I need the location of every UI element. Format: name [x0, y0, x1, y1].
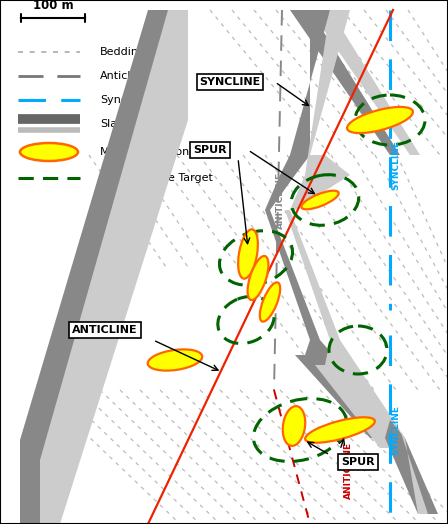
Polygon shape [290, 10, 400, 155]
Text: ANITICLINE: ANITICLINE [344, 441, 353, 498]
Text: SPUR: SPUR [341, 457, 375, 467]
Ellipse shape [148, 350, 202, 370]
Polygon shape [20, 10, 168, 524]
Text: ANITICLINE: ANITICLINE [276, 171, 284, 228]
Text: Syncline: Syncline [100, 95, 147, 105]
Polygon shape [40, 10, 188, 524]
Ellipse shape [20, 143, 78, 161]
Ellipse shape [283, 406, 305, 446]
Ellipse shape [238, 230, 258, 279]
Ellipse shape [260, 282, 280, 322]
Text: SYNCLINE: SYNCLINE [392, 405, 401, 455]
Text: Mineralised Zones: Mineralised Zones [100, 147, 202, 157]
Polygon shape [400, 430, 448, 514]
Ellipse shape [302, 191, 339, 209]
Text: SYNCLINE: SYNCLINE [392, 140, 401, 190]
Polygon shape [310, 10, 420, 155]
Text: Anticline: Anticline [100, 71, 149, 81]
Polygon shape [265, 10, 330, 210]
Polygon shape [290, 10, 350, 210]
Ellipse shape [305, 417, 375, 443]
Text: Slates: Slates [100, 119, 134, 129]
Text: ANTICLINE: ANTICLINE [72, 325, 138, 335]
Polygon shape [295, 340, 390, 438]
Polygon shape [285, 210, 340, 340]
Text: 100 m: 100 m [33, 0, 73, 12]
Text: SPUR: SPUR [193, 145, 227, 155]
Text: Dilation Zone Target: Dilation Zone Target [100, 173, 213, 183]
Text: Bedding: Bedding [100, 47, 146, 57]
Polygon shape [315, 340, 400, 448]
Text: SYNCLINE: SYNCLINE [199, 77, 261, 87]
Polygon shape [265, 210, 320, 340]
Ellipse shape [347, 107, 413, 133]
Ellipse shape [248, 256, 268, 300]
Polygon shape [385, 420, 438, 514]
